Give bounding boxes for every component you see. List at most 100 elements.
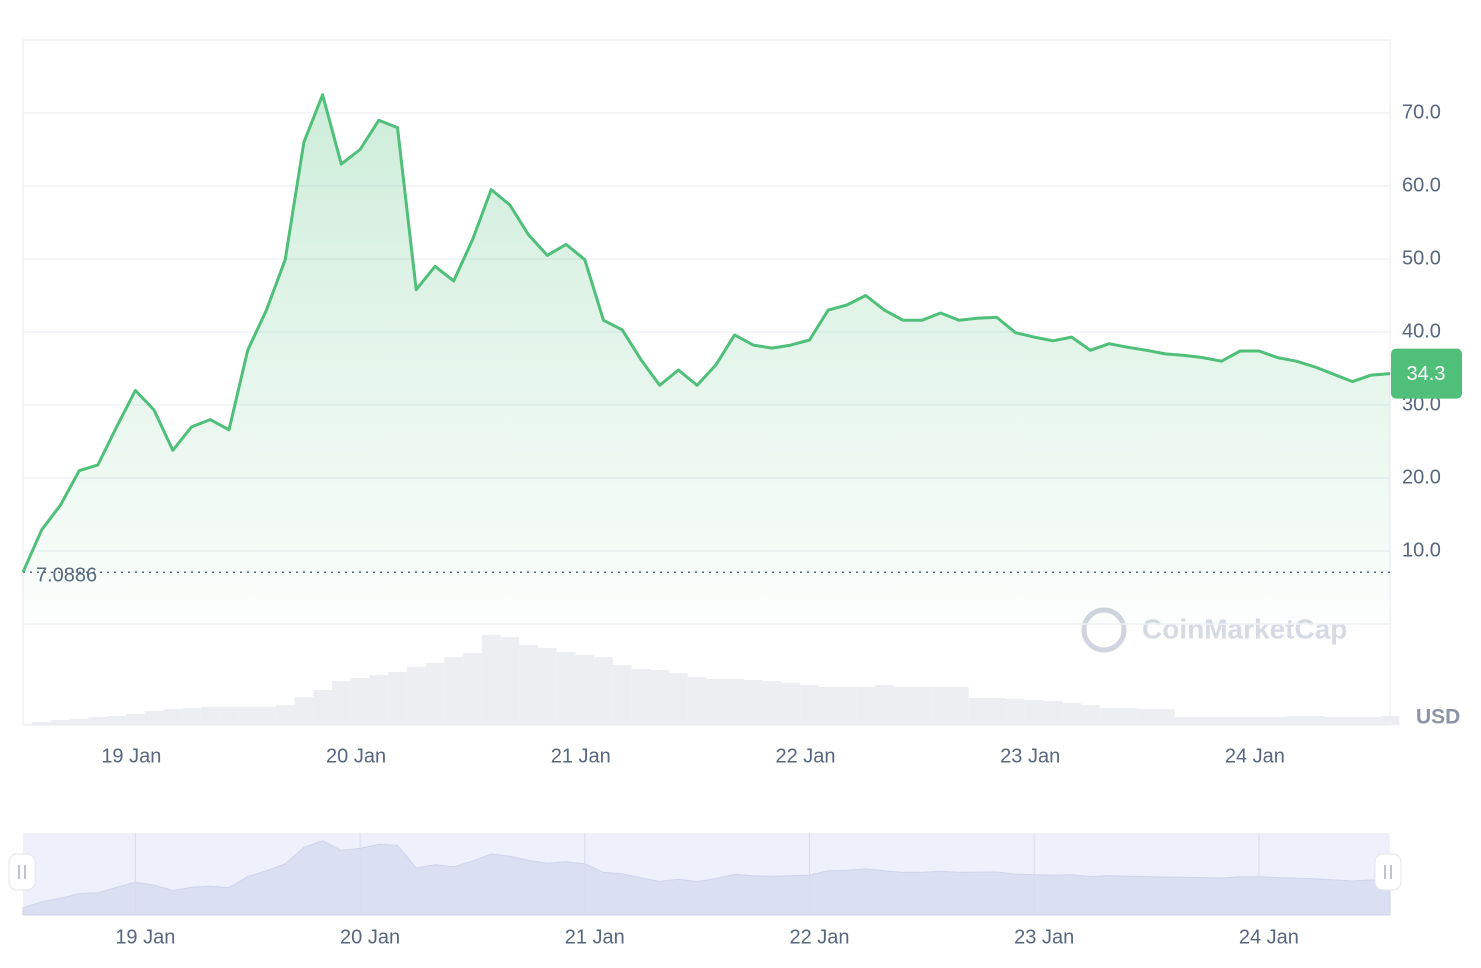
volume-bar [1212,717,1231,725]
volume-bar [1024,700,1044,725]
volume-bar [800,685,819,725]
volume-bar [781,683,801,725]
x-tick-label: 22 Jan [775,745,835,767]
volume-bar [556,652,576,725]
volume-bar [1380,716,1400,725]
volume-bar [1193,717,1213,725]
volume-bar [1230,717,1250,725]
volume-bar [51,720,70,725]
navigator-handle [1374,853,1402,891]
volume-bar [968,698,988,725]
navigator-tick-label: 19 Jan [115,926,175,948]
y-tick-label: 20.0 [1402,466,1441,488]
y-tick-label: 30.0 [1402,393,1441,415]
volume-bar [313,690,332,725]
volume-bar [1361,717,1381,725]
volume-bar [163,709,183,725]
navigator-tick-label: 24 Jan [1239,926,1299,948]
volume-bar [1062,703,1082,725]
volume-bar [500,637,520,725]
volume-bar [1081,705,1100,725]
volume-bar [612,665,632,725]
price-badge-label: 34.3 [1407,363,1446,385]
volume-bar [631,669,651,725]
volume-bar [425,663,445,725]
volume-bar [144,711,164,725]
volume-bar [238,707,258,725]
volume-bar [200,707,220,725]
volume-bar [88,717,108,725]
volume-bar [575,655,595,725]
volume-bar [1174,717,1194,725]
volume-bar [369,675,389,725]
volume-bar [594,657,613,725]
volume-bar [1343,717,1362,725]
volume-bar [762,681,782,725]
x-tick-label: 24 Jan [1225,745,1285,767]
volume-bar [1043,701,1063,725]
y-tick-label: 10.0 [1402,539,1441,561]
navigator-area [22,840,1391,916]
volume-bar [987,698,1007,725]
y-tick-label: 40.0 [1402,320,1441,342]
volume-bar [1099,708,1119,725]
price-area [23,94,1390,625]
volume-bar [519,645,538,725]
volume-bar [650,670,670,725]
volume-bar [743,680,763,725]
x-tick-label: 19 Jan [101,745,161,767]
navigator-tick-label: 23 Jan [1014,926,1074,948]
navigator-handle-grip [18,865,26,879]
volume-bar [125,714,145,725]
volume-bar [219,707,239,725]
volume-bar [1006,699,1025,725]
volume-bar [875,685,894,725]
volume-bar [837,687,857,725]
volume-bar [32,722,52,725]
volume-bar [725,679,744,725]
volume-bar [893,687,913,725]
volume-bar [687,677,707,725]
y-tick-label: 50.0 [1402,247,1441,269]
volume-bar [463,653,482,725]
navigator-tick-label: 22 Jan [789,926,849,948]
volume-bar [1155,709,1175,725]
price-badge [1391,348,1462,399]
y-tick-label: 60.0 [1402,174,1441,196]
volume-bar [912,687,932,725]
volume-bar [1249,717,1269,725]
navigator-tick-label: 21 Jan [565,926,625,948]
price-line [21,93,1391,573]
navigator-handle-grip [1384,865,1392,879]
volume-bar [1137,709,1156,725]
volume-bar [537,648,557,725]
volume-bar [931,687,950,725]
volume-bar [406,667,426,725]
volume-bar [294,697,314,725]
navigator-tick-label: 20 Jan [340,926,400,948]
volume-bar [1305,716,1325,725]
navigator-handle [8,853,36,891]
volume-bar [350,678,370,725]
x-tick-label: 23 Jan [1000,745,1060,767]
volume-bar [444,657,464,725]
y-tick-label: 70.0 [1402,101,1441,123]
currency-label: USD [1416,706,1460,729]
volume-bar [1118,708,1138,725]
volume-bar [706,679,726,725]
x-tick-label: 21 Jan [551,745,611,767]
volume-bar [107,716,126,725]
volume-bar [182,708,201,725]
x-tick-label: 20 Jan [326,745,386,767]
volume-bar [1324,717,1344,725]
volume-bar [669,673,688,725]
volume-bar [275,705,295,725]
volume-bar [1287,716,1306,725]
volume-bar [1268,717,1288,725]
volume-bar [856,687,876,725]
volume-bar [818,687,838,725]
volume-bar [69,719,89,725]
volume-bar [388,672,407,725]
volume-bar [331,681,351,725]
